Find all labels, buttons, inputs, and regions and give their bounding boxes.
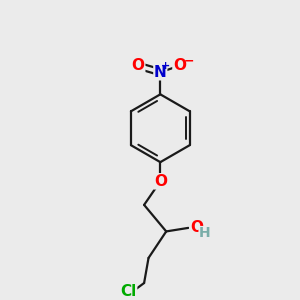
Text: Cl: Cl	[120, 284, 136, 299]
Text: +: +	[161, 61, 170, 71]
Text: O: O	[154, 174, 167, 189]
Text: O: O	[190, 220, 203, 236]
Text: −: −	[184, 55, 194, 68]
Text: O: O	[173, 58, 186, 73]
Text: N: N	[154, 65, 167, 80]
Text: H: H	[199, 226, 210, 240]
Text: O: O	[132, 58, 145, 73]
